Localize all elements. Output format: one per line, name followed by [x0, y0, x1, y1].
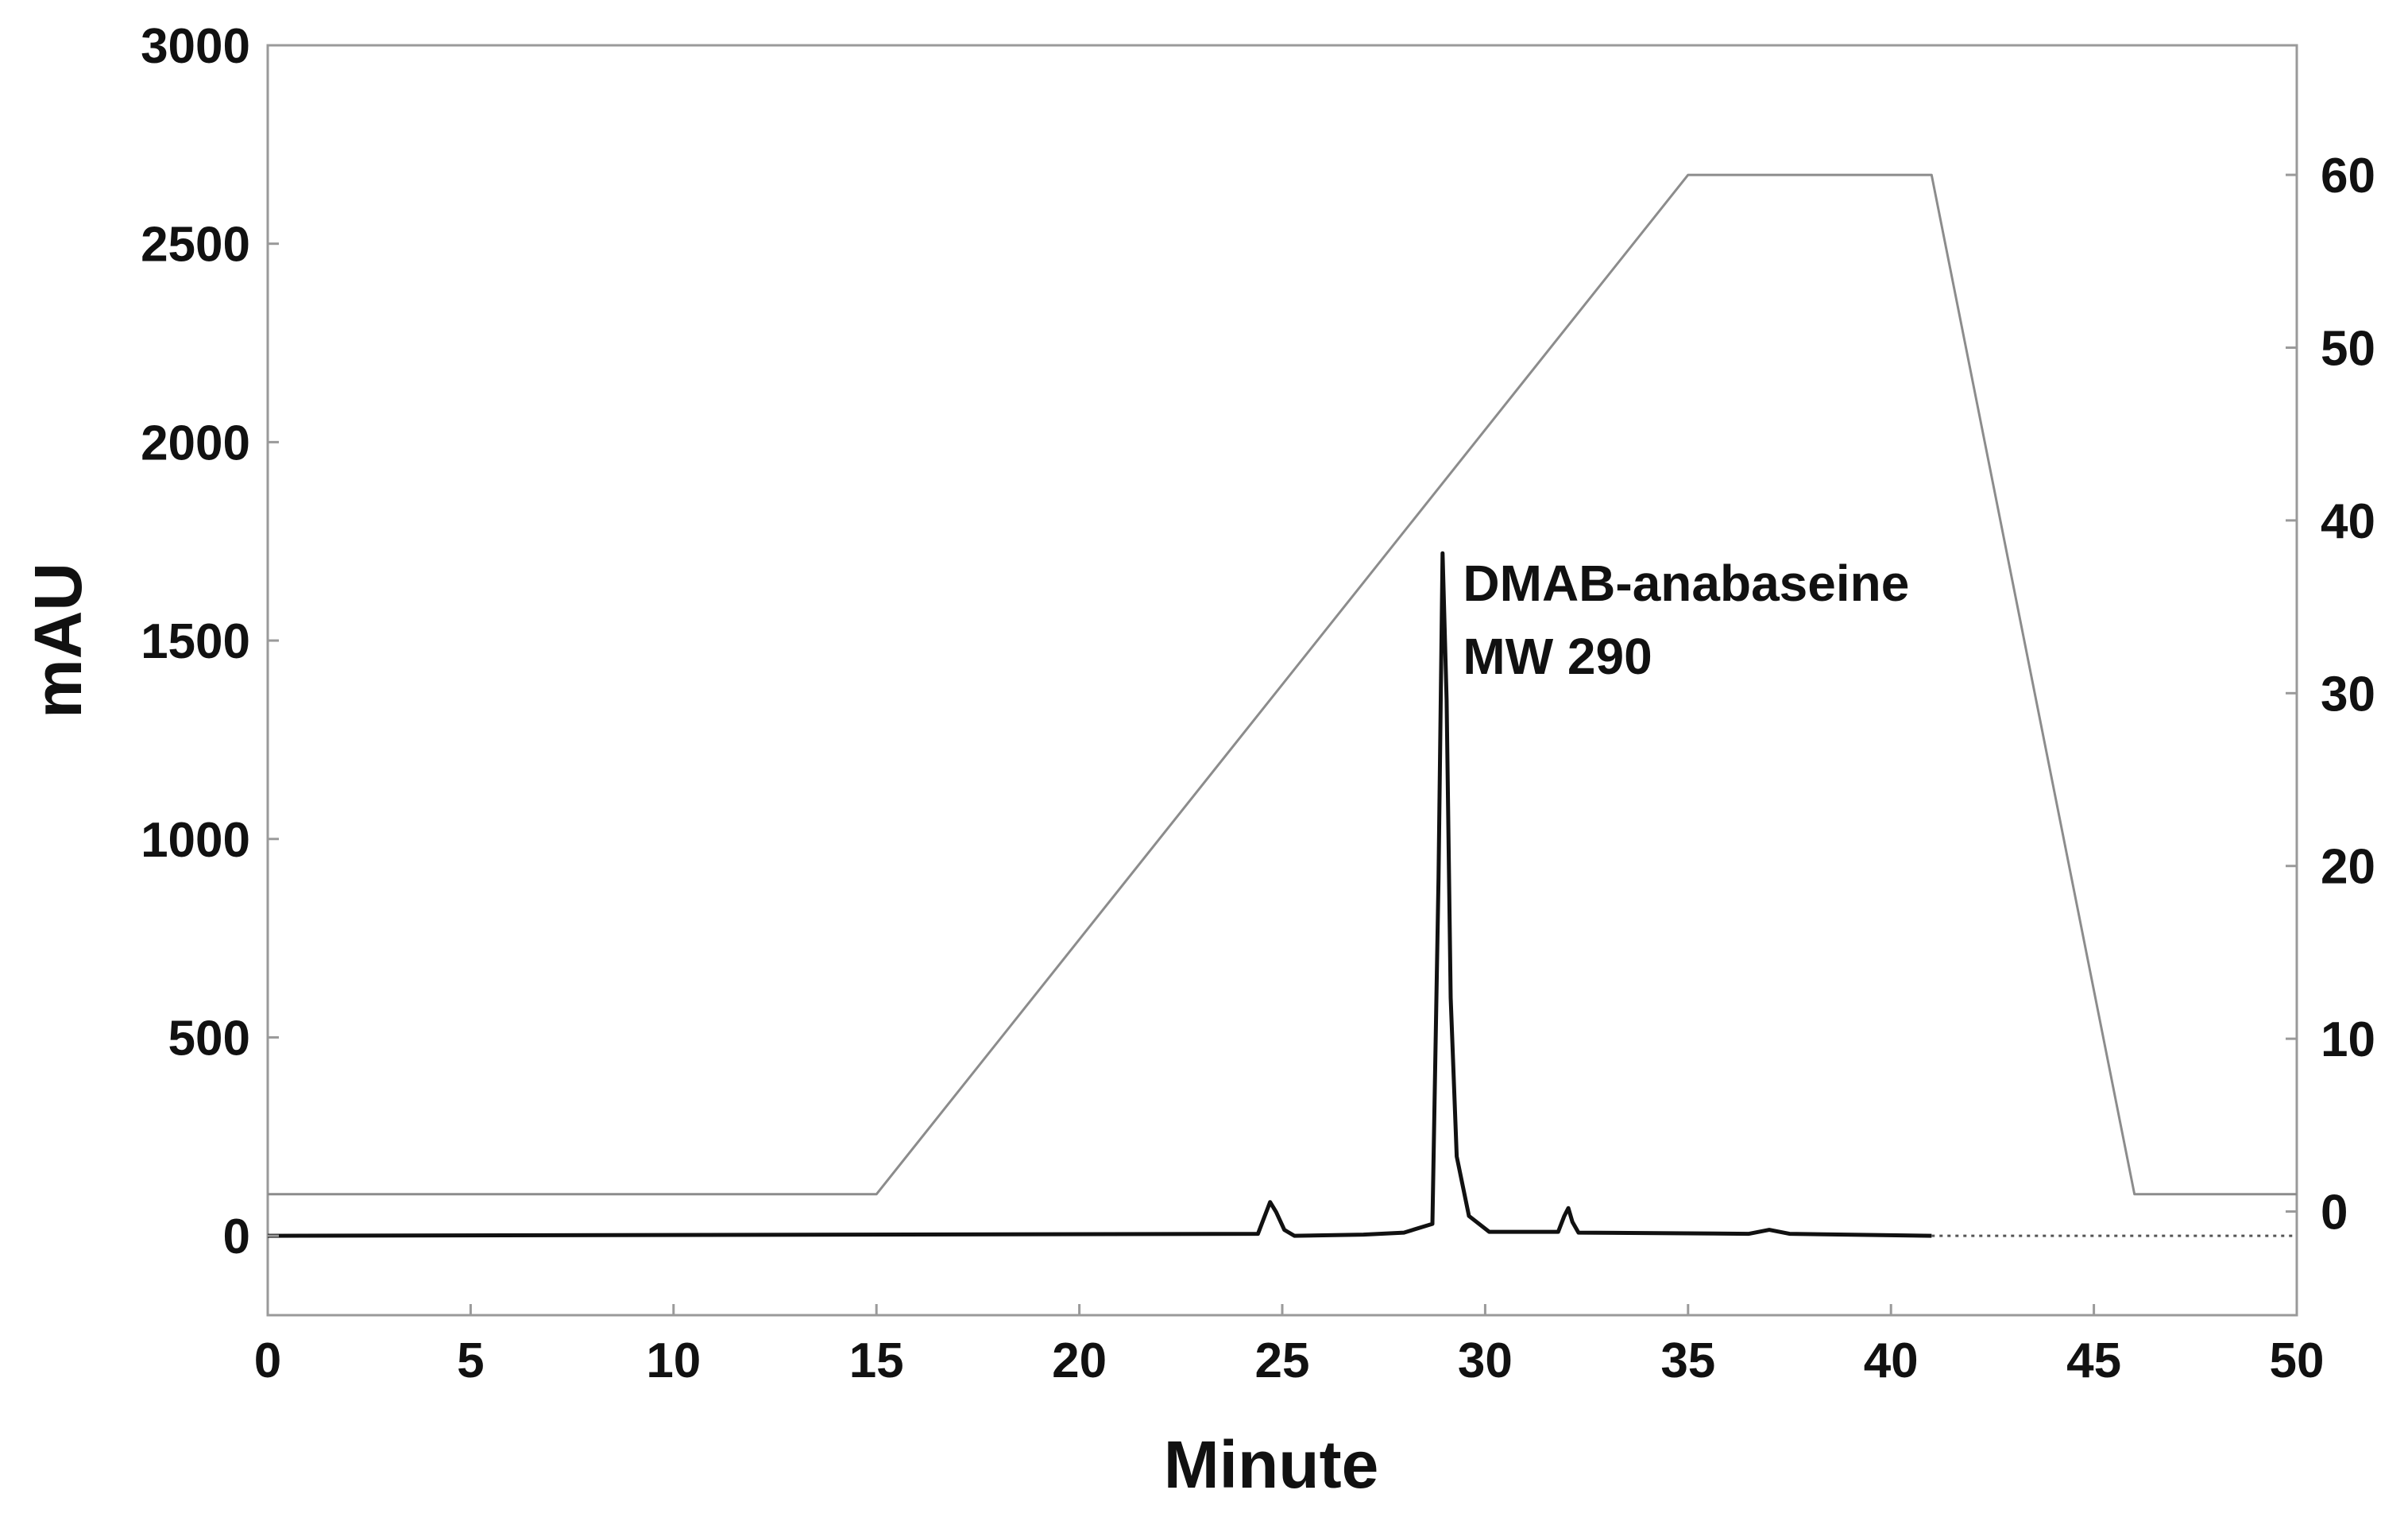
peak-annotation-line: MW 290: [1463, 628, 1652, 685]
y2-tick-label: 20: [2321, 840, 2375, 895]
y-tick-label: 2000: [141, 416, 250, 470]
y2-tick-label: 30: [2321, 667, 2375, 722]
y2-tick-label: 10: [2321, 1012, 2375, 1067]
y-tick-label: 2500: [141, 218, 250, 273]
x-tick-label: 20: [1052, 1333, 1107, 1388]
annotation-layer: DMAB-anabaseine MW 290: [1463, 555, 1909, 685]
y2-tick-label: 40: [2321, 494, 2375, 549]
y-tick-label: 1500: [141, 614, 250, 669]
x-tick-label: 15: [849, 1333, 904, 1388]
x-tick-label: 45: [2066, 1333, 2121, 1388]
x-tick-label: 5: [457, 1333, 484, 1388]
y-tick-label: 3000: [141, 19, 250, 74]
x-tick-label: 0: [254, 1333, 281, 1388]
x-tick-label: 30: [1458, 1333, 1513, 1388]
y2-tick-label: 60: [2321, 149, 2375, 203]
y2-tick-label: 0: [2321, 1186, 2348, 1240]
x-tick-label: 10: [646, 1333, 701, 1388]
y-axis-title: mAU: [21, 563, 95, 718]
peak-annotation-line: DMAB-anabaseine: [1463, 555, 1909, 612]
x-tick-label: 40: [1864, 1333, 1919, 1388]
series-layer: [267, 173, 2297, 1238]
x-tick-label: 35: [1660, 1333, 1715, 1388]
plot-frame: [266, 44, 2298, 1317]
y-tick-label: 0: [223, 1209, 250, 1264]
x-tick-label: 50: [2270, 1333, 2325, 1388]
y-tick-label: 1000: [141, 813, 250, 868]
y-axis-left: 0 500 1000 1500 2000 2500 3000: [141, 19, 279, 1264]
y-tick-label: 500: [168, 1011, 250, 1066]
y-axis-right: 0 10 20 30 40 50 60: [2286, 149, 2375, 1240]
absorbance-trace: [267, 551, 1932, 1238]
x-axis: 0 5 10 15 20 25 30 35 40 45 50: [254, 1304, 2325, 1388]
x-tick-label: 25: [1255, 1333, 1310, 1388]
gradient-line: [268, 173, 2297, 1196]
y2-tick-label: 50: [2321, 321, 2375, 376]
x-axis-title: Minute: [1164, 1427, 1379, 1502]
